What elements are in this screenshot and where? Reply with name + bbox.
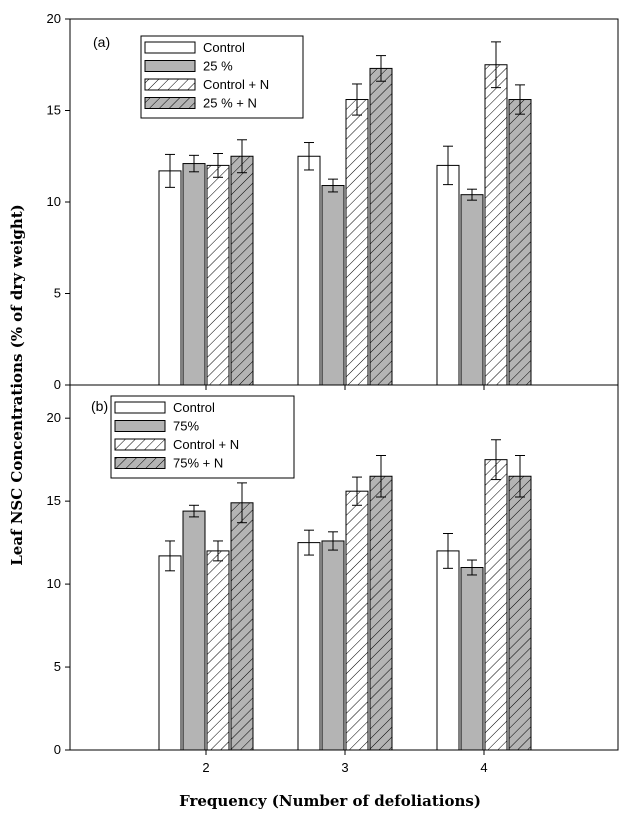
panel-label: (a) <box>93 34 110 50</box>
panel-a: 0 5 10 15 20 (a) Control 25 % Control + N 25 % + … <box>47 11 619 392</box>
legend-label: Control + N <box>173 437 239 452</box>
bar <box>297 155 321 386</box>
y-tick-label: 15 <box>47 493 61 508</box>
legend-label: 25 % + N <box>203 96 257 111</box>
legend-label: Control <box>173 400 215 415</box>
y-tick-label: 5 <box>54 286 61 301</box>
x-axis-title: Frequency (Number of defoliations) <box>179 792 481 810</box>
legend-swatch <box>144 97 196 109</box>
bar <box>369 67 393 386</box>
bar <box>508 99 532 386</box>
bar <box>436 550 460 751</box>
y-tick-label: 20 <box>47 410 61 425</box>
y-tick-label: 0 <box>54 377 61 392</box>
bar <box>484 459 508 751</box>
x-tick-label: 2 <box>202 760 209 775</box>
bar <box>345 99 369 386</box>
legend-swatch <box>114 401 166 414</box>
bar <box>369 475 393 751</box>
bar <box>297 542 321 751</box>
bar <box>206 550 230 751</box>
y-tick-label: 15 <box>47 103 61 118</box>
y-tick-label: 5 <box>54 659 61 674</box>
legend-swatch <box>144 60 196 72</box>
y-tick-label: 10 <box>47 194 61 209</box>
legend-label: Control + N <box>203 77 269 92</box>
bar <box>345 490 369 751</box>
legend-swatch <box>114 438 166 451</box>
panel-label: (b) <box>91 398 108 414</box>
legend-swatch <box>114 457 166 469</box>
bar <box>230 155 254 386</box>
bar <box>230 502 254 751</box>
bar <box>508 475 532 751</box>
y-tick-label: 20 <box>47 11 61 26</box>
x-tick-label: 3 <box>341 760 348 775</box>
legend-label: 75% <box>173 419 199 434</box>
bar <box>321 540 345 751</box>
legend-label: Control <box>203 40 245 55</box>
legend-swatch <box>144 41 196 54</box>
legend-swatch <box>144 78 196 91</box>
legend-label: 75% + N <box>173 456 223 471</box>
bar <box>460 194 484 386</box>
bar <box>182 510 206 751</box>
bar <box>206 164 230 386</box>
bar <box>158 170 182 386</box>
bar <box>460 567 484 751</box>
bar <box>436 164 460 386</box>
y-tick-label: 10 <box>47 576 61 591</box>
x-tick-label: 4 <box>480 760 487 775</box>
y-tick-label: 0 <box>54 742 61 757</box>
legend-label: 25 % <box>203 59 233 74</box>
panel-b: 0 5 10 15 20 2 3 4 (b) Control 75% Control + N 75% +… <box>47 384 619 775</box>
bar <box>484 64 508 386</box>
bar <box>158 555 182 751</box>
bar <box>321 185 345 386</box>
legend-swatch <box>114 420 166 432</box>
bar <box>182 163 206 386</box>
y-axis-title: Leaf NSC Concentrations (% of dry weight… <box>8 204 26 566</box>
